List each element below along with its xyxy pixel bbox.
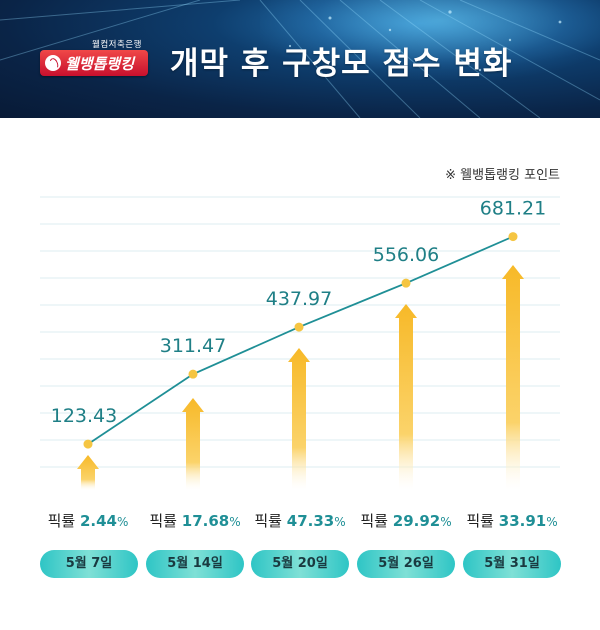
logo-badge: 웰뱅톱랭킹 [40, 50, 148, 76]
pick-rate-label: 픽률 [149, 512, 177, 530]
value-label: 681.21 [480, 198, 546, 220]
pick-rate-3: 픽률 47.33% [240, 510, 360, 531]
date-pill-5: 5월 31일 [463, 550, 561, 578]
pick-rate-value: 29.92 [392, 512, 441, 530]
date-pill-2: 5월 14일 [146, 550, 244, 578]
date-pill-3: 5월 20일 [251, 550, 349, 578]
pick-rate-value: 47.33 [286, 512, 335, 530]
value-label: 556.06 [373, 244, 439, 266]
pick-rate-label: 픽률 [466, 512, 494, 530]
growth-arrow [395, 304, 417, 490]
pick-rate-unit: % [440, 515, 452, 529]
pick-rate-unit: % [117, 515, 129, 529]
logo-text: 웰뱅톱랭킹 [65, 55, 135, 73]
date-pill-4: 5월 26일 [357, 550, 455, 578]
baseball-icon [45, 55, 61, 71]
header-banner: 웰컴저축은행 웰뱅톱랭킹 개막 후 구창모 점수 변화 [0, 0, 600, 118]
data-point [83, 439, 93, 449]
banner-decoration [0, 0, 600, 118]
chart-note: ※ 웰뱅톱랭킹 포인트 [445, 168, 560, 183]
data-point [508, 232, 518, 242]
date-pill-1: 5월 7일 [40, 550, 138, 578]
page-title: 개막 후 구창모 점수 변화 [170, 46, 513, 82]
pick-rate-5: 픽률 33.91% [452, 510, 572, 531]
banner-glow [260, 0, 600, 80]
value-label: 437.97 [266, 288, 332, 310]
pick-rate-value: 17.68 [181, 512, 230, 530]
pick-rate-label: 픽률 [254, 512, 282, 530]
pick-rate-label: 픽률 [47, 512, 76, 530]
data-point [294, 322, 304, 332]
growth-arrow [288, 348, 310, 490]
growth-arrow [77, 455, 99, 490]
pick-rate-4: 픽률 29.92% [346, 510, 466, 531]
pick-rate-unit: % [334, 515, 346, 529]
pick-rate-unit: % [546, 515, 558, 529]
pick-rate-1: 픽률 2.44% [28, 510, 148, 531]
pick-rate-unit: % [229, 515, 241, 529]
pick-rate-2: 픽률 17.68% [135, 510, 255, 531]
growth-arrow [182, 398, 204, 490]
data-point [188, 369, 198, 379]
brand-logo: 웰컴저축은행 웰뱅톱랭킹 [40, 38, 148, 82]
data-point [401, 278, 411, 288]
growth-arrow [502, 265, 524, 490]
pick-rate-value: 2.44 [79, 512, 117, 530]
pick-rate-label: 픽률 [360, 512, 388, 530]
pick-rate-value: 33.91 [498, 512, 547, 530]
logo-subtitle: 웰컴저축은행 [92, 40, 142, 50]
value-label: 311.47 [160, 335, 226, 357]
value-label: 123.43 [51, 405, 117, 427]
